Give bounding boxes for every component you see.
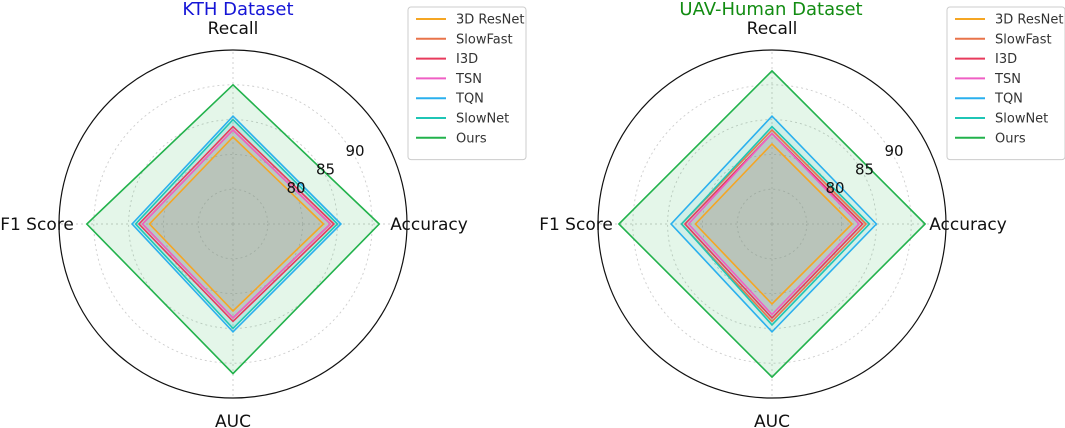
chart-title: KTH Dataset xyxy=(182,0,293,20)
grid-circle xyxy=(162,153,304,295)
radial-tick-label: 85 xyxy=(855,161,874,179)
radial-tick-label: 80 xyxy=(825,179,844,197)
series-line-tsn xyxy=(141,128,332,320)
legend-label: SlowFast xyxy=(456,32,513,47)
legend-label: 3D ResNet xyxy=(995,13,1063,28)
grid-circle xyxy=(197,188,269,260)
series-line-i3d xyxy=(683,132,864,320)
series-line-3d-resnet xyxy=(148,135,325,313)
series-line-tsn xyxy=(687,132,861,316)
legend: 3D ResNet SlowFast I3D TSN TQN SlowNet Ours xyxy=(407,6,527,161)
series-line-slownet xyxy=(680,125,871,327)
legend-label: I3D xyxy=(456,52,478,67)
legend-label: SlowNet xyxy=(456,112,509,127)
axis-label-auc: AUC xyxy=(215,412,251,428)
radial-tick-label: 80 xyxy=(286,179,305,197)
series-line-tqn xyxy=(670,114,878,334)
series-fill-tqn xyxy=(132,116,341,332)
legend-label: SlowNet xyxy=(995,112,1048,127)
axis-label-f1-score: F1 Score xyxy=(0,215,74,235)
axis-label-auc: AUC xyxy=(754,412,790,428)
series-fill-slownet xyxy=(135,119,338,329)
series-line-3d-resnet xyxy=(694,142,854,306)
legend-label: TSN xyxy=(455,72,482,87)
series-line-ours xyxy=(85,83,381,375)
series-fill-slowfast xyxy=(142,130,331,318)
legend-label: TQN xyxy=(455,92,484,107)
radar-chart-2: UAV-Human Dataset 80 85 90 Accuracy Recall F1 … xyxy=(539,0,1065,428)
legend-label: TQN xyxy=(994,92,1023,107)
radial-tick-label: 90 xyxy=(885,142,904,160)
legend-label: 3D ResNet xyxy=(456,13,524,28)
series-fill-tsn xyxy=(142,130,331,318)
radial-tick-label: 85 xyxy=(316,161,335,179)
series-fill-ours xyxy=(86,84,380,374)
legend-box xyxy=(946,6,1065,161)
series-line-ours xyxy=(617,69,927,379)
legend-label: TSN xyxy=(994,72,1021,87)
series-line-i3d xyxy=(137,125,336,323)
series-fill-i3d xyxy=(139,126,334,322)
grid-circle xyxy=(632,84,912,364)
outer-circle xyxy=(58,49,408,399)
grid-circle xyxy=(701,153,843,295)
legend: 3D ResNet SlowFast I3D TSN TQN SlowNet Ours xyxy=(946,6,1065,161)
legend-box xyxy=(407,6,527,161)
radial-tick-label: 90 xyxy=(346,142,365,160)
series-fill-3d-resnet xyxy=(149,137,324,311)
chart-title: UAV-Human Dataset xyxy=(679,0,862,20)
series-line-slownet xyxy=(134,118,339,330)
legend-label: Ours xyxy=(995,131,1026,146)
legend-label: Ours xyxy=(456,131,487,146)
axis-label-accuracy: Accuracy xyxy=(390,215,468,235)
radar-chart-1: KTH Dataset 80 85 90 Accuracy Recall F1 Score A… xyxy=(0,0,527,428)
axis-label-recall: Recall xyxy=(208,19,259,39)
grid-circle xyxy=(736,188,808,260)
legend-label: I3D xyxy=(995,52,1017,67)
legend-label: SlowFast xyxy=(995,32,1052,47)
outer-circle xyxy=(597,49,947,399)
axis-label-recall: Recall xyxy=(747,19,798,39)
series-line-tqn xyxy=(131,114,343,334)
axis-label-accuracy: Accuracy xyxy=(929,215,1007,235)
axis-label-f1-score: F1 Score xyxy=(539,215,613,235)
